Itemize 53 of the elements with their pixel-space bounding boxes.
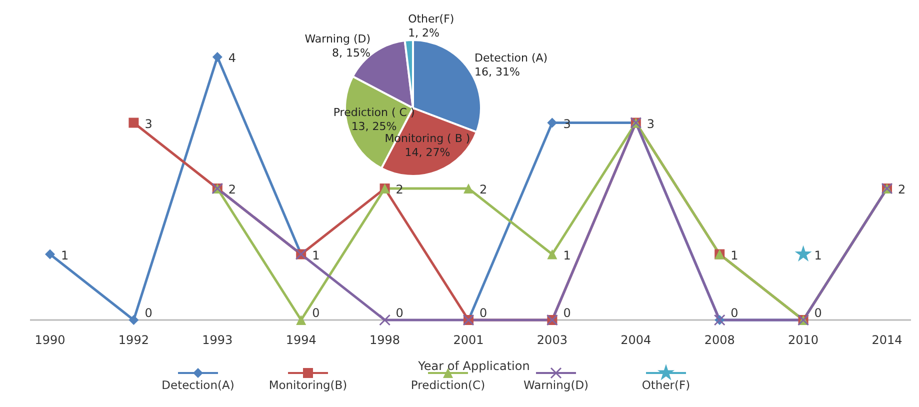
data-label: 1 xyxy=(730,248,738,262)
x-tick-label: 1990 xyxy=(34,333,66,347)
point xyxy=(379,314,391,326)
data-label: 0 xyxy=(144,306,152,320)
point xyxy=(547,118,558,128)
data-label: 0 xyxy=(480,306,488,320)
data-label: 1 xyxy=(563,248,571,262)
data-label: 2 xyxy=(480,182,488,196)
data-label: 14, 27% xyxy=(404,146,450,160)
x-axis-title: Year of Application xyxy=(417,359,530,373)
legend-label: Other(F) xyxy=(642,378,690,392)
point xyxy=(547,249,558,260)
x-tick-label: 2010 xyxy=(788,333,819,347)
x-tick-label: 1998 xyxy=(370,333,400,347)
data-label: 1 xyxy=(61,248,69,262)
slice-label: Detection (A) xyxy=(474,52,548,65)
x-tick-label: 2001 xyxy=(453,333,484,347)
point xyxy=(128,315,139,325)
data-label: 1 xyxy=(814,248,822,262)
legend-label: Detection(A) xyxy=(162,378,234,392)
legend-label: Warning(D) xyxy=(523,378,589,392)
data-label: 2 xyxy=(228,182,236,196)
point xyxy=(464,184,474,194)
point xyxy=(794,245,812,262)
data-label: 3 xyxy=(646,116,655,131)
data-label: 16, 31% xyxy=(474,66,520,79)
data-label: 0 xyxy=(563,306,571,320)
legend-label: Monitoring(B) xyxy=(268,378,348,392)
legend-label: Prediction(C) xyxy=(410,378,486,392)
x-tick-label: 2004 xyxy=(620,333,652,347)
point xyxy=(296,315,306,325)
data-label: 0 xyxy=(396,306,404,320)
data-label: 0 xyxy=(312,306,320,320)
point xyxy=(212,52,222,62)
x-tick-label: 2014 xyxy=(872,333,902,347)
point xyxy=(45,249,55,260)
data-label: 13, 25% xyxy=(351,120,397,134)
x-tick-label: 1993 xyxy=(202,333,233,347)
point xyxy=(128,118,139,128)
slice-label: Warning (D) xyxy=(304,32,371,46)
data-label: 0 xyxy=(814,306,822,320)
x-tick-label: 1994 xyxy=(286,333,316,347)
x-tick-label: 2008 xyxy=(704,333,735,347)
slice-label: Other(F) xyxy=(408,12,454,26)
data-label: 3 xyxy=(144,116,152,131)
data-label: 4 xyxy=(228,51,236,65)
data-label: 1, 2% xyxy=(408,26,440,40)
data-label: 0 xyxy=(730,306,738,320)
x-tick-label: 1992 xyxy=(118,333,149,347)
data-label: 2 xyxy=(898,182,906,196)
data-label: 8, 15% xyxy=(332,46,371,60)
x-tick-label: 2003 xyxy=(536,333,568,347)
data-label: 1 xyxy=(312,248,320,262)
